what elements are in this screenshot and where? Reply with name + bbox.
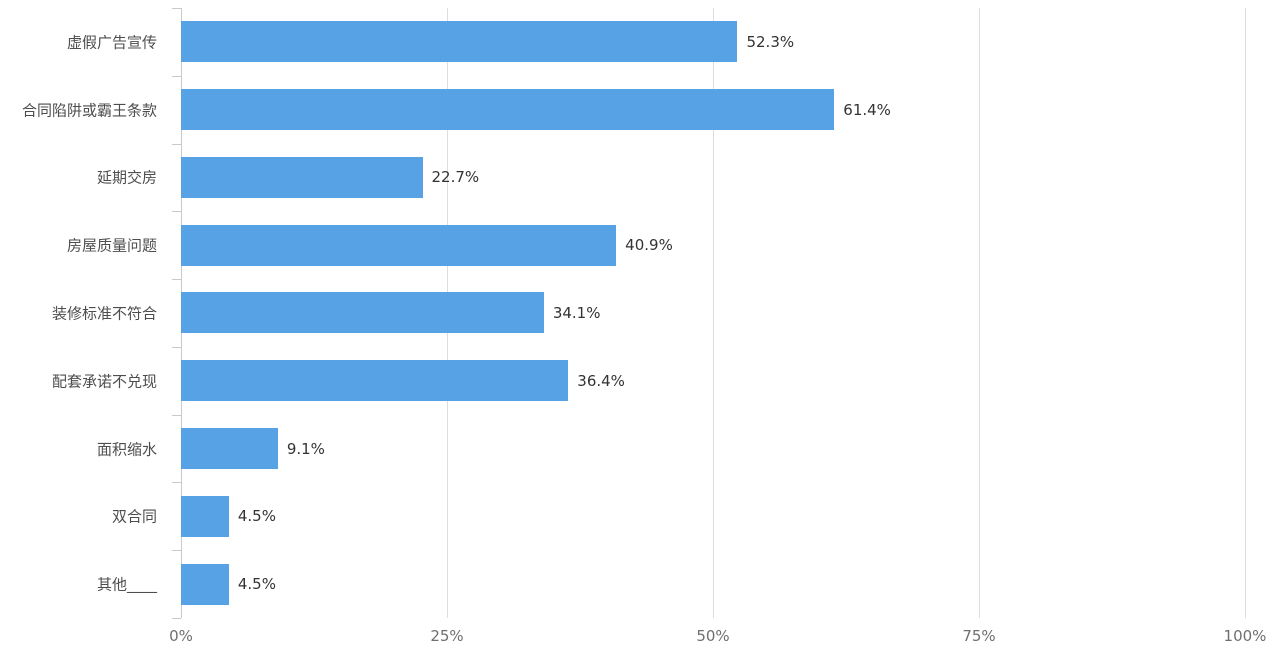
- bar-row: 40.9%: [181, 211, 1245, 279]
- plot-area: 52.3% 61.4% 22.7% 40.9% 34.1% 36.4% 9.1% 4.5% 4.…: [172, 8, 1246, 619]
- bar-7: [181, 428, 278, 470]
- x-tick-label: 50%: [696, 627, 730, 645]
- value-label: 52.3%: [746, 32, 795, 51]
- gridline-50%: [713, 8, 714, 618]
- y-axis-tick: [172, 279, 181, 281]
- bar-4: [181, 224, 617, 266]
- category-labels: 虚假广告宣传合同陷阱或霸王条款延期交房房屋质量问题装修标准不符合 配套承诺不兑现面…: [0, 8, 169, 618]
- category-label: 房屋质量问题: [66, 236, 157, 255]
- bar-row: 61.4%: [181, 76, 1245, 144]
- category-label: 装修标准不符合: [51, 304, 157, 323]
- category-label: 面积缩水: [96, 440, 157, 459]
- bar-2: [181, 89, 835, 131]
- value-label: 34.1%: [552, 303, 601, 322]
- category-label: 配套承诺不兑现: [51, 372, 157, 391]
- x-tick-label: 75%: [962, 627, 996, 645]
- bar-8: [181, 495, 229, 537]
- x-tick-label: 0%: [169, 627, 193, 645]
- gridline-100%: [1245, 8, 1246, 618]
- y-axis-tick: [172, 618, 181, 619]
- y-axis-tick: [172, 211, 181, 213]
- bar-6: [181, 360, 569, 402]
- bar-row: 52.3%: [181, 8, 1245, 76]
- bar-row: 22.7%: [181, 144, 1245, 212]
- category-label: 虚假广告宣传: [66, 33, 157, 52]
- bar-3: [181, 156, 423, 198]
- bar-row: 4.5%: [181, 482, 1245, 550]
- y-axis-tick: [172, 8, 181, 9]
- category-label: 其他____: [96, 575, 157, 594]
- value-label: 61.4%: [843, 100, 891, 119]
- bar-row: 4.5%: [181, 550, 1245, 618]
- bar-9: [181, 563, 229, 605]
- value-label: 4.5%: [237, 507, 276, 526]
- y-axis-tick: [172, 550, 181, 552]
- y-axis-tick: [172, 482, 181, 484]
- category-label: 合同陷阱或霸王条款: [21, 101, 157, 120]
- bar-row: 36.4%: [181, 347, 1245, 415]
- gridline-75%: [979, 8, 980, 618]
- x-tick-label: 25%: [430, 627, 464, 645]
- value-label: 4.5%: [237, 575, 276, 594]
- bar-row: 34.1%: [181, 279, 1245, 347]
- x-tick-label: 100%: [1223, 627, 1267, 645]
- y-axis-tick: [172, 75, 181, 77]
- y-axis-tick: [172, 414, 181, 416]
- category-label: 双合同: [111, 507, 157, 526]
- bar-5: [181, 292, 544, 334]
- y-axis-tick: [172, 346, 181, 348]
- bar-row: 9.1%: [181, 415, 1245, 483]
- x-axis-labels: 0% 25% 50% 75% 100%: [169, 627, 1266, 651]
- value-label: 9.1%: [286, 439, 325, 458]
- y-axis-tick: [172, 143, 181, 145]
- value-label: 40.9%: [625, 236, 673, 255]
- value-label: 36.4%: [577, 371, 625, 390]
- category-label: 延期交房: [96, 168, 157, 187]
- value-label: 22.7%: [431, 168, 480, 187]
- bar-1: [181, 21, 738, 63]
